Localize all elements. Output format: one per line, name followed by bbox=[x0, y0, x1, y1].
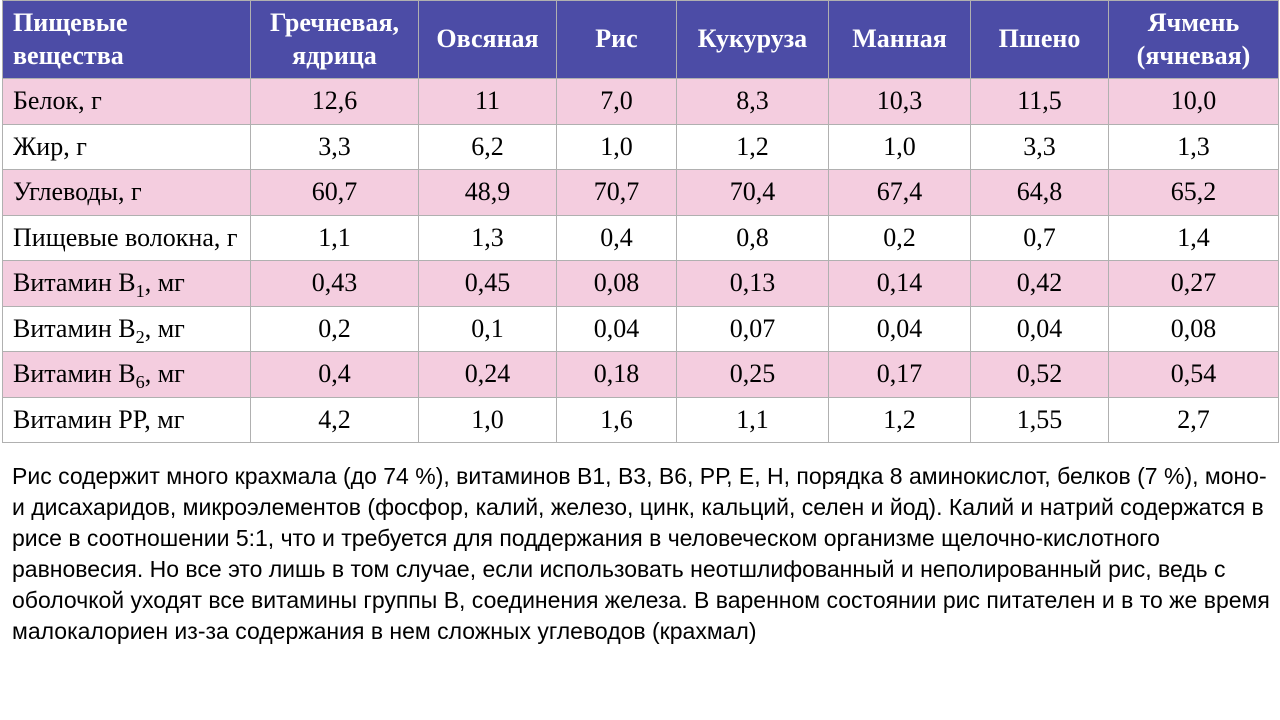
data-cell: 3,3 bbox=[971, 124, 1109, 170]
column-header: Кукуруза bbox=[677, 1, 829, 79]
data-cell: 0,04 bbox=[557, 306, 677, 352]
data-cell: 1,3 bbox=[1109, 124, 1279, 170]
column-header: Овсяная bbox=[419, 1, 557, 79]
data-cell: 0,07 bbox=[677, 306, 829, 352]
data-cell: 0,52 bbox=[971, 352, 1109, 398]
data-cell: 10,0 bbox=[1109, 79, 1279, 125]
data-cell: 0,27 bbox=[1109, 261, 1279, 307]
data-cell: 64,8 bbox=[971, 170, 1109, 216]
data-cell: 0,08 bbox=[557, 261, 677, 307]
row-label: Углеводы, г bbox=[3, 170, 251, 216]
data-cell: 70,4 bbox=[677, 170, 829, 216]
row-label: Пищевые волокна, г bbox=[3, 215, 251, 261]
data-cell: 65,2 bbox=[1109, 170, 1279, 216]
data-cell: 1,0 bbox=[829, 124, 971, 170]
data-cell: 0,13 bbox=[677, 261, 829, 307]
table-row: Витамин PP, мг4,21,01,61,11,21,552,7 bbox=[3, 397, 1279, 443]
data-cell: 1,2 bbox=[677, 124, 829, 170]
row-label: Витамин PP, мг bbox=[3, 397, 251, 443]
data-cell: 11 bbox=[419, 79, 557, 125]
data-cell: 0,43 bbox=[251, 261, 419, 307]
data-cell: 0,1 bbox=[419, 306, 557, 352]
data-cell: 0,04 bbox=[829, 306, 971, 352]
column-header: Пшено bbox=[971, 1, 1109, 79]
table-row: Витамин B1, мг0,430,450,080,130,140,420,… bbox=[3, 261, 1279, 307]
data-cell: 10,3 bbox=[829, 79, 971, 125]
table-header-row: Пищевые веществаГречневая, ядрицаОвсяная… bbox=[3, 1, 1279, 79]
data-cell: 0,14 bbox=[829, 261, 971, 307]
data-cell: 0,54 bbox=[1109, 352, 1279, 398]
data-cell: 12,6 bbox=[251, 79, 419, 125]
data-cell: 0,8 bbox=[677, 215, 829, 261]
data-cell: 0,25 bbox=[677, 352, 829, 398]
data-cell: 0,45 bbox=[419, 261, 557, 307]
data-cell: 0,4 bbox=[251, 352, 419, 398]
data-cell: 0,42 bbox=[971, 261, 1109, 307]
data-cell: 1,0 bbox=[557, 124, 677, 170]
column-header: Пищевые вещества bbox=[3, 1, 251, 79]
nutrients-table: Пищевые веществаГречневая, ядрицаОвсяная… bbox=[2, 0, 1279, 443]
table-row: Витамин B2, мг0,20,10,040,070,040,040,08 bbox=[3, 306, 1279, 352]
column-header: Рис bbox=[557, 1, 677, 79]
data-cell: 3,3 bbox=[251, 124, 419, 170]
table-row: Пищевые волокна, г1,11,30,40,80,20,71,4 bbox=[3, 215, 1279, 261]
data-cell: 4,2 bbox=[251, 397, 419, 443]
column-header: Манная bbox=[829, 1, 971, 79]
table-row: Жир, г3,36,21,01,21,03,31,3 bbox=[3, 124, 1279, 170]
data-cell: 60,7 bbox=[251, 170, 419, 216]
data-cell: 0,24 bbox=[419, 352, 557, 398]
table-body: Белок, г12,6117,08,310,311,510,0Жир, г3,… bbox=[3, 79, 1279, 443]
data-cell: 7,0 bbox=[557, 79, 677, 125]
data-cell: 0,08 bbox=[1109, 306, 1279, 352]
data-cell: 1,6 bbox=[557, 397, 677, 443]
data-cell: 1,1 bbox=[677, 397, 829, 443]
data-cell: 0,17 bbox=[829, 352, 971, 398]
data-cell: 6,2 bbox=[419, 124, 557, 170]
row-label: Витамин B6, мг bbox=[3, 352, 251, 398]
table-row: Витамин B6, мг0,40,240,180,250,170,520,5… bbox=[3, 352, 1279, 398]
data-cell: 0,7 bbox=[971, 215, 1109, 261]
data-cell: 11,5 bbox=[971, 79, 1109, 125]
table-head: Пищевые веществаГречневая, ядрицаОвсяная… bbox=[3, 1, 1279, 79]
data-cell: 0,4 bbox=[557, 215, 677, 261]
data-cell: 2,7 bbox=[1109, 397, 1279, 443]
table-row: Углеводы, г60,748,970,770,467,464,865,2 bbox=[3, 170, 1279, 216]
data-cell: 1,0 bbox=[419, 397, 557, 443]
column-header: Ячмень (ячневая) bbox=[1109, 1, 1279, 79]
data-cell: 0,04 bbox=[971, 306, 1109, 352]
table-row: Белок, г12,6117,08,310,311,510,0 bbox=[3, 79, 1279, 125]
data-cell: 8,3 bbox=[677, 79, 829, 125]
data-cell: 0,2 bbox=[829, 215, 971, 261]
data-cell: 67,4 bbox=[829, 170, 971, 216]
data-cell: 48,9 bbox=[419, 170, 557, 216]
caption-paragraph: Рис содержит много крахмала (до 74 %), в… bbox=[0, 443, 1280, 647]
data-cell: 1,55 bbox=[971, 397, 1109, 443]
data-cell: 0,2 bbox=[251, 306, 419, 352]
data-cell: 0,18 bbox=[557, 352, 677, 398]
column-header: Гречневая, ядрица bbox=[251, 1, 419, 79]
data-cell: 1,3 bbox=[419, 215, 557, 261]
data-cell: 70,7 bbox=[557, 170, 677, 216]
data-cell: 1,2 bbox=[829, 397, 971, 443]
row-label: Белок, г bbox=[3, 79, 251, 125]
row-label: Витамин B2, мг bbox=[3, 306, 251, 352]
data-cell: 1,1 bbox=[251, 215, 419, 261]
row-label: Витамин B1, мг bbox=[3, 261, 251, 307]
data-cell: 1,4 bbox=[1109, 215, 1279, 261]
row-label: Жир, г bbox=[3, 124, 251, 170]
